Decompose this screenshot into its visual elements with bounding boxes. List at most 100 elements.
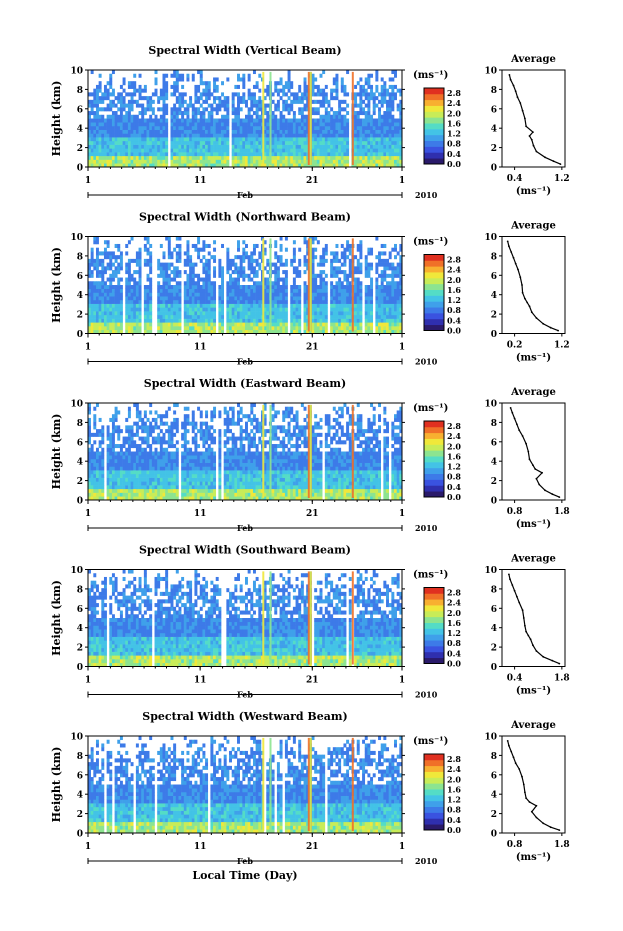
heatmap-cell bbox=[340, 296, 344, 301]
heatmap-cell bbox=[295, 311, 299, 316]
heatmap-cell bbox=[364, 114, 368, 119]
heatmap-cell bbox=[292, 299, 296, 304]
heatmap-cell bbox=[183, 303, 187, 308]
heatmap-cell bbox=[258, 140, 262, 145]
heatmap-cell bbox=[226, 107, 230, 112]
heatmap-cell bbox=[88, 296, 91, 301]
heatmap-cell bbox=[199, 129, 203, 134]
heatmap-cell bbox=[138, 455, 142, 460]
heatmap-cell bbox=[271, 311, 275, 316]
heatmap-cell bbox=[266, 148, 270, 153]
heatmap-cell bbox=[255, 84, 259, 89]
heatmap-cell bbox=[98, 122, 102, 127]
heatmap-cell bbox=[109, 466, 113, 471]
heatmap-cell bbox=[221, 311, 225, 316]
heatmap-cell bbox=[295, 140, 299, 145]
heatmap-cell bbox=[103, 107, 107, 112]
heatmap-cell bbox=[114, 410, 118, 415]
heatmap-cell bbox=[239, 270, 243, 275]
heatmap-cell bbox=[109, 462, 113, 467]
heatmap-cell bbox=[284, 281, 288, 286]
heatmap-cell bbox=[327, 118, 331, 123]
heatmap-cell bbox=[106, 159, 110, 164]
heatmap-cell bbox=[101, 148, 105, 153]
heatmap-cell bbox=[114, 137, 118, 142]
heatmap-cell bbox=[242, 133, 246, 138]
heatmap-cell bbox=[109, 137, 113, 142]
colorbar-unit: (ms⁻¹) bbox=[413, 237, 448, 248]
heatmap-cell bbox=[103, 240, 107, 245]
heatmap-cell bbox=[266, 262, 270, 267]
heatmap-cell bbox=[95, 314, 99, 319]
heatmap-cell bbox=[143, 155, 147, 160]
heatmap-cell bbox=[322, 255, 326, 260]
heatmap-cell bbox=[247, 148, 251, 153]
heatmap-cell bbox=[274, 326, 278, 331]
heatmap-cell bbox=[364, 266, 368, 271]
x-tick-label: 1 bbox=[399, 176, 405, 186]
profile-y-tick-label: 8 bbox=[491, 252, 497, 262]
heatmap-cell bbox=[178, 129, 182, 134]
heatmap-cell bbox=[367, 81, 371, 86]
heatmap-cell bbox=[143, 236, 147, 241]
heatmap-cell bbox=[95, 92, 99, 97]
heatmap-cell bbox=[141, 122, 145, 127]
heatmap-cell bbox=[135, 477, 139, 482]
heatmap-cell bbox=[165, 292, 169, 297]
heatmap-cell bbox=[255, 129, 259, 134]
heatmap-cell bbox=[117, 163, 121, 168]
heatmap-cell bbox=[242, 140, 246, 145]
heatmap-cell bbox=[170, 107, 174, 112]
heatmap-cell bbox=[149, 262, 153, 267]
heatmap-cell bbox=[388, 92, 392, 97]
heatmap-cell bbox=[133, 292, 137, 297]
heatmap-cell bbox=[335, 133, 339, 138]
heatmap-cell bbox=[279, 303, 283, 308]
heatmap-cell bbox=[119, 84, 123, 89]
heatmap-cell bbox=[98, 466, 102, 471]
heatmap-cell bbox=[311, 258, 315, 263]
heatmap-cell bbox=[114, 406, 118, 411]
heatmap-cell bbox=[300, 118, 304, 123]
heatmap-cell bbox=[324, 99, 328, 104]
heatmap-cell bbox=[255, 273, 259, 278]
heatmap-cell bbox=[221, 129, 225, 134]
heatmap-cell bbox=[356, 270, 360, 275]
heatmap-cell bbox=[242, 92, 246, 97]
heatmap-spike bbox=[262, 71, 265, 165]
heatmap-cell bbox=[298, 303, 302, 308]
heatmap-cell bbox=[399, 329, 403, 334]
heatmap-cell bbox=[103, 140, 107, 145]
heatmap-cell bbox=[93, 285, 97, 290]
heatmap-cell bbox=[250, 107, 254, 112]
heatmap-cell bbox=[346, 281, 350, 286]
heatmap-cell bbox=[167, 326, 171, 331]
heatmap-cell bbox=[386, 103, 389, 108]
heatmap-cell bbox=[114, 270, 118, 275]
heatmap-cell bbox=[175, 270, 179, 275]
heatmap-cell bbox=[101, 99, 105, 104]
heatmap-cell bbox=[258, 307, 262, 312]
heatmap-cell bbox=[284, 270, 288, 275]
heatmap-cell bbox=[311, 129, 315, 134]
heatmap-cell bbox=[332, 152, 336, 157]
heatmap-cell bbox=[207, 314, 211, 319]
heatmap-cell bbox=[378, 273, 382, 278]
heatmap-cell bbox=[229, 258, 232, 263]
heatmap-cell bbox=[271, 314, 275, 319]
heatmap-cell bbox=[186, 122, 190, 127]
heatmap-cell bbox=[239, 322, 243, 327]
heatmap-cell bbox=[135, 137, 139, 142]
heatmap-cell bbox=[88, 258, 91, 263]
heatmap-cell bbox=[306, 318, 310, 323]
heatmap-cell bbox=[290, 103, 294, 108]
heatmap-cell bbox=[388, 326, 392, 331]
heatmap-cell bbox=[255, 107, 259, 112]
heatmap-cell bbox=[143, 458, 147, 463]
heatmap-cell bbox=[218, 129, 222, 134]
heatmap-cell bbox=[205, 296, 209, 301]
heatmap-cell bbox=[162, 88, 166, 93]
heatmap-cell bbox=[165, 144, 169, 149]
year-label: 2010 bbox=[415, 190, 438, 200]
heatmap-cell bbox=[324, 247, 328, 252]
